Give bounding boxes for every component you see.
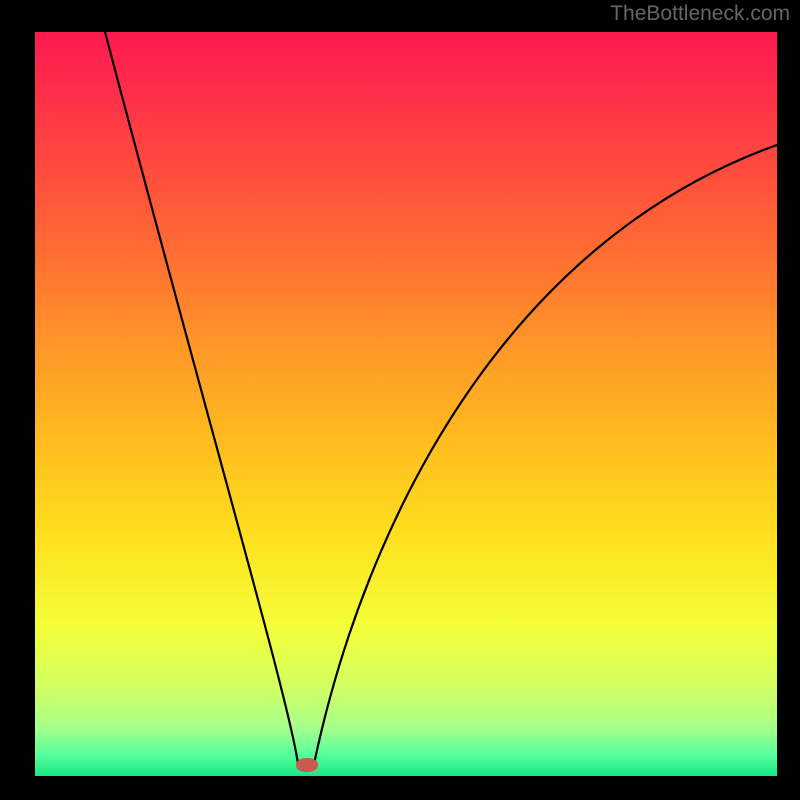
plot-area xyxy=(35,32,777,776)
watermark-text: TheBottleneck.com xyxy=(610,2,790,26)
minimum-marker xyxy=(296,758,318,772)
bottleneck-curve xyxy=(35,32,777,776)
chart-container: TheBottleneck.com xyxy=(0,0,800,800)
